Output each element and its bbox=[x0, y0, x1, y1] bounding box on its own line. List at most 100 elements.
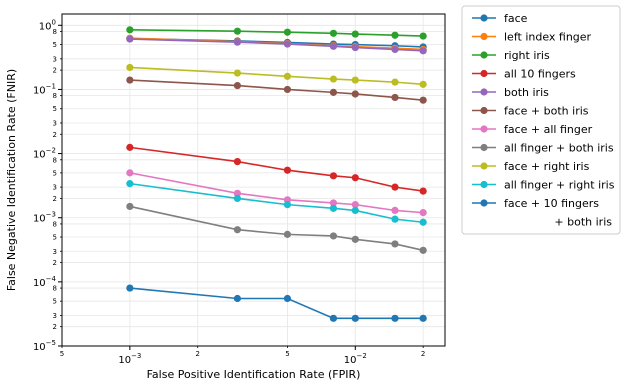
series-lines bbox=[126, 26, 427, 322]
data-point bbox=[126, 169, 134, 177]
data-point bbox=[233, 69, 242, 77]
data-point bbox=[351, 76, 359, 84]
data-point bbox=[391, 206, 399, 215]
data-point bbox=[329, 314, 338, 322]
legend-swatch-marker bbox=[480, 88, 488, 96]
series-8 bbox=[126, 63, 427, 88]
series-3 bbox=[126, 143, 427, 195]
data-point bbox=[126, 35, 134, 43]
data-point bbox=[126, 180, 134, 188]
legend-label: all finger + both iris bbox=[504, 142, 614, 155]
legend-entry-4: both iris bbox=[472, 86, 549, 99]
data-point bbox=[329, 75, 338, 83]
legend-label: both iris bbox=[504, 86, 549, 99]
data-point bbox=[329, 232, 338, 240]
grid-lines bbox=[61, 14, 445, 347]
y-tick-label: 10−4 bbox=[33, 275, 57, 289]
data-point bbox=[391, 93, 399, 102]
y-minor-tick-label: 3 bbox=[53, 119, 57, 127]
y-minor-tick-label: 8 bbox=[53, 92, 57, 100]
series-6 bbox=[126, 169, 427, 217]
y-minor-tick-label: 8 bbox=[53, 285, 57, 293]
data-point bbox=[283, 294, 292, 303]
legend-swatch-marker bbox=[480, 51, 488, 59]
legend-box bbox=[461, 5, 621, 235]
legend-label: face + both iris bbox=[504, 105, 589, 118]
y-minor-tick-label: 3 bbox=[53, 312, 57, 320]
tick-labels: 10−3 10−2 5 2 5 2 10−5 10−4 10−3 10−2 10−1 100 2 3 5 8 2… bbox=[33, 18, 425, 366]
data-point bbox=[329, 204, 338, 212]
series-line bbox=[129, 172, 424, 214]
data-point bbox=[329, 88, 338, 96]
series-7 bbox=[126, 202, 427, 254]
legend-swatch-marker bbox=[480, 143, 488, 152]
legend-swatch-marker bbox=[480, 69, 488, 78]
axes bbox=[58, 13, 446, 350]
legend-entry-6: face + all finger bbox=[472, 123, 593, 136]
legend-swatch-marker bbox=[480, 180, 488, 189]
y-minor-tick-label: 3 bbox=[53, 248, 57, 256]
legend-entry-8: face + right iris bbox=[472, 160, 590, 173]
y-minor-tick-label: 5 bbox=[53, 234, 57, 242]
legend-swatch-marker bbox=[480, 125, 488, 133]
series-4 bbox=[126, 35, 427, 55]
data-point bbox=[419, 246, 427, 254]
y-tick-label: 10−5 bbox=[33, 339, 56, 353]
legend-swatch-marker bbox=[480, 106, 488, 115]
legend-label: face + right iris bbox=[504, 160, 590, 173]
data-point bbox=[419, 96, 427, 104]
data-point bbox=[351, 43, 359, 52]
data-point bbox=[283, 28, 292, 36]
data-point bbox=[419, 32, 427, 40]
data-point bbox=[329, 172, 338, 180]
y-minor-tick-label: 8 bbox=[53, 220, 57, 228]
data-point bbox=[283, 201, 292, 209]
y-minor-tick-label: 3 bbox=[53, 184, 57, 192]
data-point bbox=[351, 314, 359, 322]
data-point bbox=[351, 90, 359, 98]
y-tick-label: 10−3 bbox=[33, 211, 56, 225]
data-point bbox=[126, 76, 134, 84]
legend-entry-10: face + 10 fingers + both iris bbox=[472, 197, 612, 229]
legend: face left index finger right iris all 10 fi… bbox=[461, 5, 621, 235]
series-line bbox=[129, 29, 424, 37]
data-point bbox=[233, 194, 242, 203]
data-point bbox=[283, 230, 292, 238]
data-point bbox=[419, 80, 427, 88]
data-point bbox=[391, 45, 399, 54]
data-point bbox=[351, 235, 359, 243]
data-point bbox=[419, 218, 427, 226]
series-10 bbox=[126, 284, 427, 322]
data-point bbox=[233, 189, 242, 197]
data-point bbox=[233, 81, 242, 90]
y-minor-tick-label: 2 bbox=[53, 259, 57, 267]
legend-swatch-marker bbox=[480, 14, 488, 22]
data-point bbox=[126, 284, 134, 292]
series-line bbox=[129, 79, 424, 101]
legend-swatch-marker bbox=[480, 32, 488, 41]
legend-label: face + 10 fingers bbox=[504, 197, 599, 210]
data-point bbox=[283, 166, 292, 174]
data-point bbox=[419, 209, 427, 217]
data-point bbox=[419, 314, 427, 322]
legend-label: all finger + right iris bbox=[504, 179, 615, 192]
y-minor-tick-label: 8 bbox=[53, 156, 57, 164]
x-minor-tick-label: 5 bbox=[285, 350, 289, 358]
data-point bbox=[126, 26, 134, 34]
legend-entry-9: all finger + right iris bbox=[472, 179, 615, 192]
y-minor-tick-label: 2 bbox=[53, 67, 57, 75]
data-point bbox=[126, 202, 134, 211]
plot-frame bbox=[61, 13, 446, 347]
y-tick-label: 10−1 bbox=[33, 82, 56, 96]
data-point bbox=[233, 226, 242, 234]
series-2 bbox=[126, 26, 427, 40]
x-axis-label: False Positive Identification Rate (FPIR… bbox=[147, 368, 361, 381]
y-minor-tick-label: 5 bbox=[53, 298, 57, 306]
legend-swatch-marker bbox=[480, 162, 488, 170]
y-minor-tick-label: 2 bbox=[53, 323, 57, 331]
data-point bbox=[419, 187, 427, 195]
series-line bbox=[129, 287, 424, 320]
data-point bbox=[391, 183, 399, 191]
legend-label: right iris bbox=[504, 49, 550, 62]
data-point bbox=[126, 143, 134, 151]
